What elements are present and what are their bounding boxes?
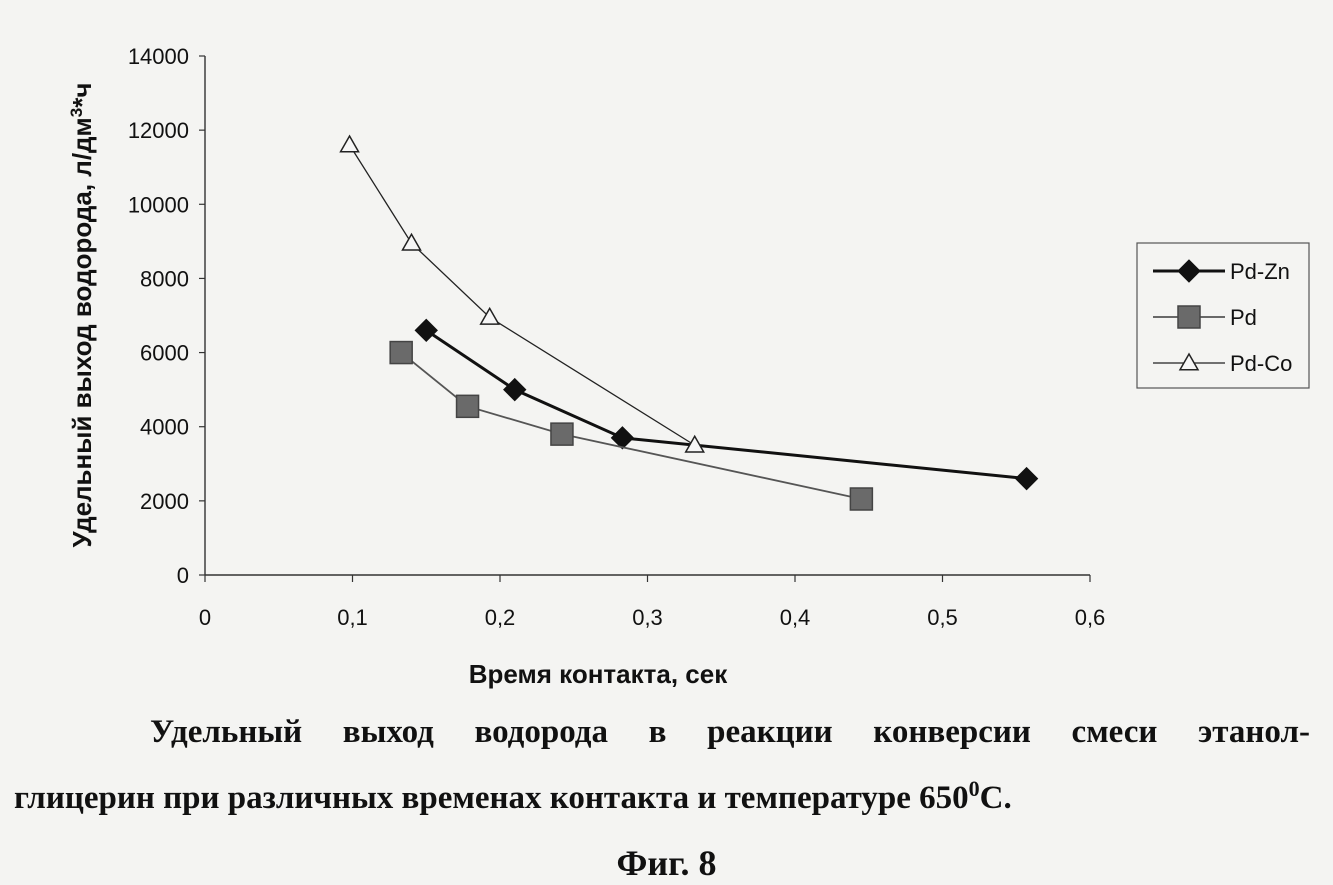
y-tick-label: 8000 [140, 266, 189, 291]
series-layer [341, 136, 1038, 510]
y-axis-title-tail: *ч [67, 83, 97, 108]
y-tick-label: 6000 [140, 341, 189, 366]
axes: 0 2000 4000 6000 8000 10000 12000 14000 0 0,1 0,2 0… [67, 44, 1106, 689]
data-point-pd [390, 342, 412, 364]
legend-marker-pd-co [1180, 354, 1198, 370]
data-point-pd [457, 395, 479, 417]
figure-label: Фиг. 8 [0, 842, 1333, 884]
data-point-pd-zn [415, 319, 437, 341]
series-pd [390, 342, 872, 510]
legend-label-pd-co: Pd-Co [1230, 351, 1292, 376]
x-tick-label: 0,2 [485, 605, 516, 630]
y-tick-label: 12000 [128, 118, 189, 143]
data-point-pd-zn [1016, 468, 1038, 490]
x-tick-label: 0,4 [780, 605, 811, 630]
y-tick-label: 14000 [128, 44, 189, 69]
y-tick-label: 0 [177, 563, 189, 588]
x-tick-label: 0,1 [337, 605, 368, 630]
x-tick-label: 0,5 [927, 605, 958, 630]
caption-line-1: Удельный выход водорода в реакции конвер… [150, 714, 1310, 751]
series-pd-zn [415, 319, 1037, 489]
series-line-pd-zn [426, 330, 1026, 478]
caption-degree-sup: 0 [969, 776, 980, 801]
data-point-pd-co [403, 234, 421, 250]
x-tick-label: 0,6 [1075, 605, 1106, 630]
caption-line-2-text: глицерин при различных временах контакта… [14, 780, 969, 816]
x-tick-label: 0 [199, 605, 211, 630]
y-axis-title-text: Удельный выход водорода, л/дм [67, 117, 97, 547]
y-tick-label: 2000 [140, 489, 189, 514]
data-point-pd [850, 488, 872, 510]
legend: Pd-Zn Pd Pd-Co [1137, 243, 1309, 388]
legend-label-pd-zn: Pd-Zn [1230, 259, 1290, 284]
legend-marker-pd-zn [1178, 260, 1200, 282]
series-pd-co [341, 136, 704, 452]
data-point-pd-zn [504, 379, 526, 401]
data-point-pd-co [341, 136, 359, 152]
legend-label-pd: Pd [1230, 305, 1257, 330]
y-tick-label: 10000 [128, 192, 189, 217]
series-line-pd-co [350, 145, 695, 445]
data-point-pd [551, 423, 573, 445]
caption-line-2: глицерин при различных временах контакта… [14, 776, 1333, 817]
y-axis-title-sup: 3 [67, 108, 86, 117]
x-tick-label: 0,3 [632, 605, 663, 630]
caption-line-2-unit: С. [980, 780, 1012, 816]
y-axis-title: Удельный выход водорода, л/дм3*ч [67, 83, 98, 548]
legend-marker-pd [1178, 306, 1200, 328]
x-axis-title: Время контакта, сек [469, 659, 728, 689]
series-line-pd [401, 353, 861, 499]
y-tick-label: 4000 [140, 415, 189, 440]
